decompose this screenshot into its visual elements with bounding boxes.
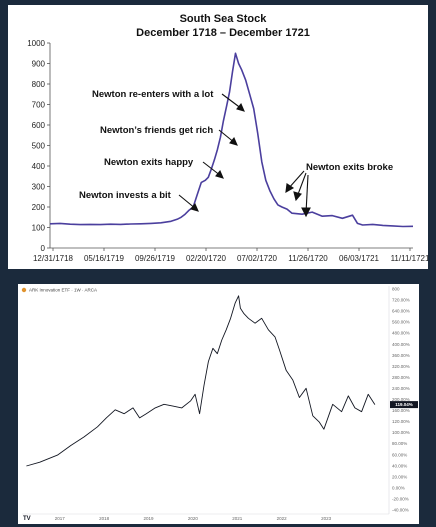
- y-tick-label: 200.00%: [392, 397, 410, 402]
- ark-chart-panel: ARK Innovation ETF · 1W · ARCA 800 720.00…: [18, 284, 419, 524]
- y-tick-label: 800: [32, 80, 46, 89]
- x-tick-label: 11/11/1721: [391, 254, 428, 263]
- y-tick-label: 80.00%: [392, 441, 407, 446]
- y-tick-label: 1000: [27, 39, 45, 48]
- y-tick-label: 200: [32, 203, 46, 212]
- y-tick-label: 40.00%: [392, 463, 407, 468]
- y-tick-label: 720.00%: [392, 298, 410, 303]
- x-tick-label: 2021: [232, 516, 243, 521]
- arrowhead-exits-happy: [215, 169, 224, 179]
- arrowhead-invests-bit: [190, 202, 199, 212]
- x-tick-label: 05/16/1719: [84, 254, 125, 263]
- x-tick-label: 06/03/1721: [339, 254, 380, 263]
- x-tick-label: 02/20/1720: [186, 254, 227, 263]
- y-tick-label: 400: [32, 162, 46, 171]
- symbol-logo-icon: [21, 287, 27, 293]
- x-tick-label: 2023: [321, 516, 332, 521]
- x-tick-label: 07/02/1720: [237, 254, 278, 263]
- current-value-badge: [390, 401, 418, 409]
- arrowhead-exits-broke-2: [293, 191, 302, 202]
- annotation-exits-broke: Newton exits broke: [306, 162, 393, 173]
- y-tick-label: 600: [32, 121, 46, 130]
- y-tick-label: 360.00%: [392, 353, 410, 358]
- y-tick-label: 640.00%: [392, 309, 410, 314]
- arrow-exits-broke-3: [305, 174, 309, 214]
- performance-line: [26, 295, 376, 467]
- y-tick-label: 300: [32, 183, 46, 192]
- arrowhead-exits-broke-3: [301, 207, 311, 218]
- annotation-friends-rich: Newton’s friends get rich: [100, 125, 213, 136]
- x-tick-label: 2019: [144, 516, 155, 521]
- x-tick-label: 2018: [99, 516, 110, 521]
- y-tick-label: 100: [32, 224, 46, 233]
- y-tick-label: -20.00%: [392, 496, 409, 501]
- y-tick-label: 700: [32, 101, 46, 110]
- chart-subtitle: December 1718 – December 1721: [136, 27, 310, 39]
- y-tick-label: 280.00%: [392, 375, 410, 380]
- x-tick-label: 09/26/1719: [135, 254, 176, 263]
- chart-title: South Sea Stock: [180, 13, 268, 25]
- y-tick-label: 0.00%: [392, 485, 405, 490]
- annotation-reenters: Newton re-enters with a lot: [92, 89, 214, 100]
- y-tick-label: 160.00%: [392, 408, 410, 413]
- price-line: [49, 52, 414, 228]
- y-tick-label: 100.00%: [392, 430, 410, 435]
- y-tick-label: 800: [392, 287, 400, 292]
- arrowhead-reenters: [236, 102, 245, 112]
- x-tick-label: 2017: [55, 516, 66, 521]
- y-tick-label: 480.00%: [392, 331, 410, 336]
- y-tick-label: 240.00%: [392, 386, 410, 391]
- ark-chart: ARK Innovation ETF · 1W · ARCA 800 720.00…: [21, 286, 418, 522]
- y-tick-label: 120.00%: [392, 419, 410, 424]
- x-tick-label: 12/31/1718: [33, 254, 74, 263]
- tradingview-logo-icon: TV: [23, 516, 31, 522]
- x-tick-label: 11/26/1720: [288, 254, 328, 263]
- y-tick-label: 320.00%: [392, 364, 410, 369]
- y-tick-label: 500: [32, 142, 46, 151]
- y-tick-label: -40.00%: [392, 508, 409, 513]
- y-tick-label: 900: [32, 60, 46, 69]
- south-sea-chart-panel: South Sea Stock December 1718 – December…: [8, 5, 428, 269]
- x-tick-label: 2020: [188, 516, 199, 521]
- annotation-exits-happy: Newton exits happy: [104, 157, 194, 168]
- arrowhead-exits-broke-1: [285, 183, 295, 194]
- x-tick-label: 2022: [277, 516, 288, 521]
- chart-header: ARK Innovation ETF · 1W · ARCA: [29, 288, 97, 293]
- y-tick-label: 0: [41, 244, 46, 253]
- current-value-text: 119.04%: [395, 402, 413, 407]
- y-tick-label: 400.00%: [392, 342, 410, 347]
- y-tick-label: 60.00%: [392, 452, 407, 457]
- annotation-invests-bit: Newton invests a bit: [79, 190, 172, 201]
- south-sea-chart: South Sea Stock December 1718 – December…: [27, 13, 428, 263]
- y-tick-label: 560.00%: [392, 320, 410, 325]
- y-tick-label: 20.00%: [392, 474, 407, 479]
- arrowhead-friends-rich: [229, 136, 238, 146]
